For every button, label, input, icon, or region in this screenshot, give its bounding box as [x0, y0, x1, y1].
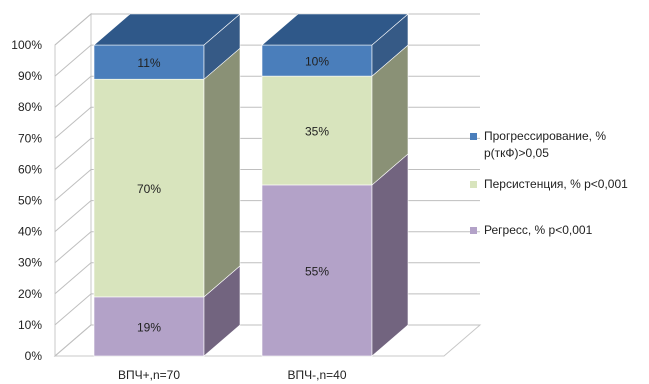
y-tick-label: 90%	[18, 69, 42, 83]
data-label: 11%	[137, 56, 160, 70]
data-label: 10%	[305, 55, 329, 69]
legend-item-persistence: Персистенция, % р<0,001	[470, 176, 628, 193]
y-tick-label: 10%	[18, 318, 42, 332]
bar-segment	[261, 44, 373, 77]
bar-segment	[93, 44, 205, 80]
bar-segment	[93, 296, 205, 357]
bar-segment	[261, 184, 373, 357]
bar-side	[371, 153, 409, 357]
y-tick-label: 30%	[18, 256, 42, 270]
bar-segment	[261, 75, 373, 186]
legend-label-progression-line2: р(ткФ)>0,05	[484, 146, 549, 160]
y-tick-label: 100%	[11, 38, 42, 52]
bar-side	[203, 47, 241, 298]
legend-label-persistence: Персистенция, % р<0,001	[484, 177, 628, 191]
legend-item-regression: Регресс, % р<0,001	[470, 222, 592, 239]
y-tick-label: 0%	[25, 349, 43, 363]
bar-top	[261, 13, 409, 46]
bar-segment	[93, 78, 205, 298]
y-tick-label: 60%	[18, 162, 42, 176]
y-tick-label: 40%	[18, 225, 42, 239]
legend-label-progression-line1: Прогрессирование, %	[484, 129, 607, 143]
y-tick-label: 20%	[18, 287, 42, 301]
legend-swatch-progression	[470, 133, 477, 140]
y-tick-label: 70%	[18, 131, 42, 145]
legend-label-regression: Регресс, % р<0,001	[484, 223, 593, 237]
bar-top	[93, 13, 241, 46]
data-label: 55%	[305, 264, 329, 278]
x-category-label: ВПЧ-,n=40	[288, 368, 347, 382]
legend-swatch-persistence	[470, 181, 477, 188]
y-tick-label: 80%	[18, 100, 42, 114]
data-label: 70%	[137, 182, 161, 196]
y-tick-label: 50%	[18, 194, 42, 208]
data-label: 19%	[137, 320, 161, 334]
data-label: 35%	[305, 125, 329, 139]
legend-swatch-regression	[470, 227, 477, 234]
x-category-label: ВПЧ+,n=70	[118, 368, 180, 382]
legend-item-progression: Прогрессирование, % р(ткФ)>0,05	[470, 128, 606, 162]
